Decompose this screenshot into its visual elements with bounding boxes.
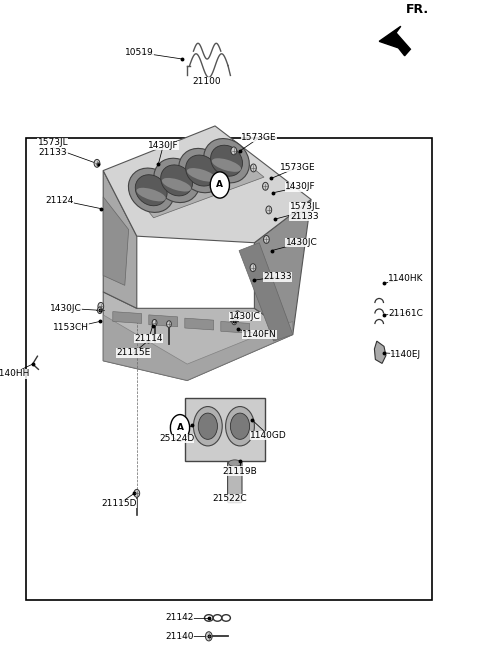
- Polygon shape: [103, 171, 137, 308]
- Text: 21100: 21100: [192, 77, 221, 87]
- Circle shape: [94, 159, 100, 167]
- Ellipse shape: [161, 165, 192, 196]
- Text: 21119B: 21119B: [223, 466, 257, 476]
- Polygon shape: [254, 199, 311, 335]
- Text: 21142: 21142: [166, 613, 194, 623]
- Ellipse shape: [135, 174, 167, 206]
- Text: 1140FN: 1140FN: [242, 330, 276, 339]
- Text: 21115E: 21115E: [116, 348, 151, 358]
- Text: A: A: [216, 180, 223, 190]
- Ellipse shape: [228, 460, 241, 466]
- Polygon shape: [103, 126, 311, 243]
- Text: 1140EJ: 1140EJ: [390, 350, 421, 359]
- Text: 21124: 21124: [46, 195, 74, 205]
- Circle shape: [266, 206, 272, 214]
- FancyBboxPatch shape: [228, 462, 242, 502]
- Circle shape: [232, 318, 237, 325]
- Polygon shape: [103, 315, 293, 380]
- Text: 1430JC: 1430JC: [229, 312, 261, 321]
- Circle shape: [210, 172, 229, 198]
- Text: 21114: 21114: [134, 334, 163, 343]
- Text: 1430JF: 1430JF: [285, 182, 315, 192]
- Circle shape: [231, 147, 237, 155]
- Ellipse shape: [204, 138, 249, 183]
- Polygon shape: [149, 315, 178, 327]
- Ellipse shape: [136, 188, 166, 201]
- Text: 1430JC: 1430JC: [286, 238, 317, 247]
- Circle shape: [235, 311, 240, 319]
- Ellipse shape: [187, 168, 216, 182]
- Text: 1573JL
21133: 1573JL 21133: [37, 138, 68, 157]
- Polygon shape: [137, 157, 264, 218]
- Ellipse shape: [129, 168, 174, 213]
- Text: 1573GE: 1573GE: [280, 163, 315, 172]
- Ellipse shape: [186, 155, 217, 186]
- Circle shape: [264, 236, 269, 243]
- Circle shape: [167, 321, 171, 327]
- Text: 1140GD: 1140GD: [251, 431, 287, 440]
- Text: 1430JF: 1430JF: [148, 141, 179, 150]
- Text: 10519: 10519: [125, 48, 154, 57]
- Bar: [26, 138, 432, 600]
- Ellipse shape: [179, 148, 224, 193]
- Text: 25124D: 25124D: [159, 434, 194, 443]
- Text: 1573JL
21133: 1573JL 21133: [289, 202, 320, 220]
- Circle shape: [97, 307, 102, 314]
- Polygon shape: [103, 197, 129, 285]
- Circle shape: [170, 415, 190, 441]
- Text: A: A: [177, 423, 183, 432]
- Text: 21161C: 21161C: [388, 309, 423, 318]
- Circle shape: [198, 413, 217, 440]
- Polygon shape: [239, 243, 293, 341]
- Circle shape: [98, 302, 104, 310]
- Text: 1430JC: 1430JC: [50, 304, 82, 313]
- Ellipse shape: [162, 178, 192, 192]
- Circle shape: [226, 407, 254, 446]
- Ellipse shape: [212, 158, 241, 172]
- Circle shape: [263, 182, 268, 190]
- Circle shape: [193, 407, 222, 446]
- Polygon shape: [379, 26, 410, 56]
- Circle shape: [250, 264, 256, 272]
- Text: FR.: FR.: [406, 3, 429, 16]
- Ellipse shape: [154, 158, 199, 203]
- Polygon shape: [113, 312, 142, 323]
- Circle shape: [205, 632, 212, 641]
- Polygon shape: [374, 341, 386, 363]
- Text: 1153CH: 1153CH: [53, 323, 89, 333]
- Circle shape: [152, 319, 157, 326]
- Polygon shape: [103, 292, 293, 380]
- Text: 1573GE: 1573GE: [241, 133, 277, 142]
- Text: 1140HH: 1140HH: [0, 369, 30, 379]
- Circle shape: [251, 164, 256, 172]
- Text: 1140HK: 1140HK: [388, 274, 423, 283]
- Circle shape: [134, 489, 140, 497]
- Circle shape: [230, 413, 250, 440]
- Text: 21140: 21140: [166, 632, 194, 641]
- Ellipse shape: [211, 145, 242, 176]
- Polygon shape: [221, 321, 250, 333]
- Text: 21133: 21133: [263, 272, 292, 281]
- Text: 21522C: 21522C: [212, 494, 247, 503]
- Polygon shape: [185, 398, 265, 461]
- Polygon shape: [185, 318, 214, 330]
- Text: 21115D: 21115D: [101, 499, 137, 508]
